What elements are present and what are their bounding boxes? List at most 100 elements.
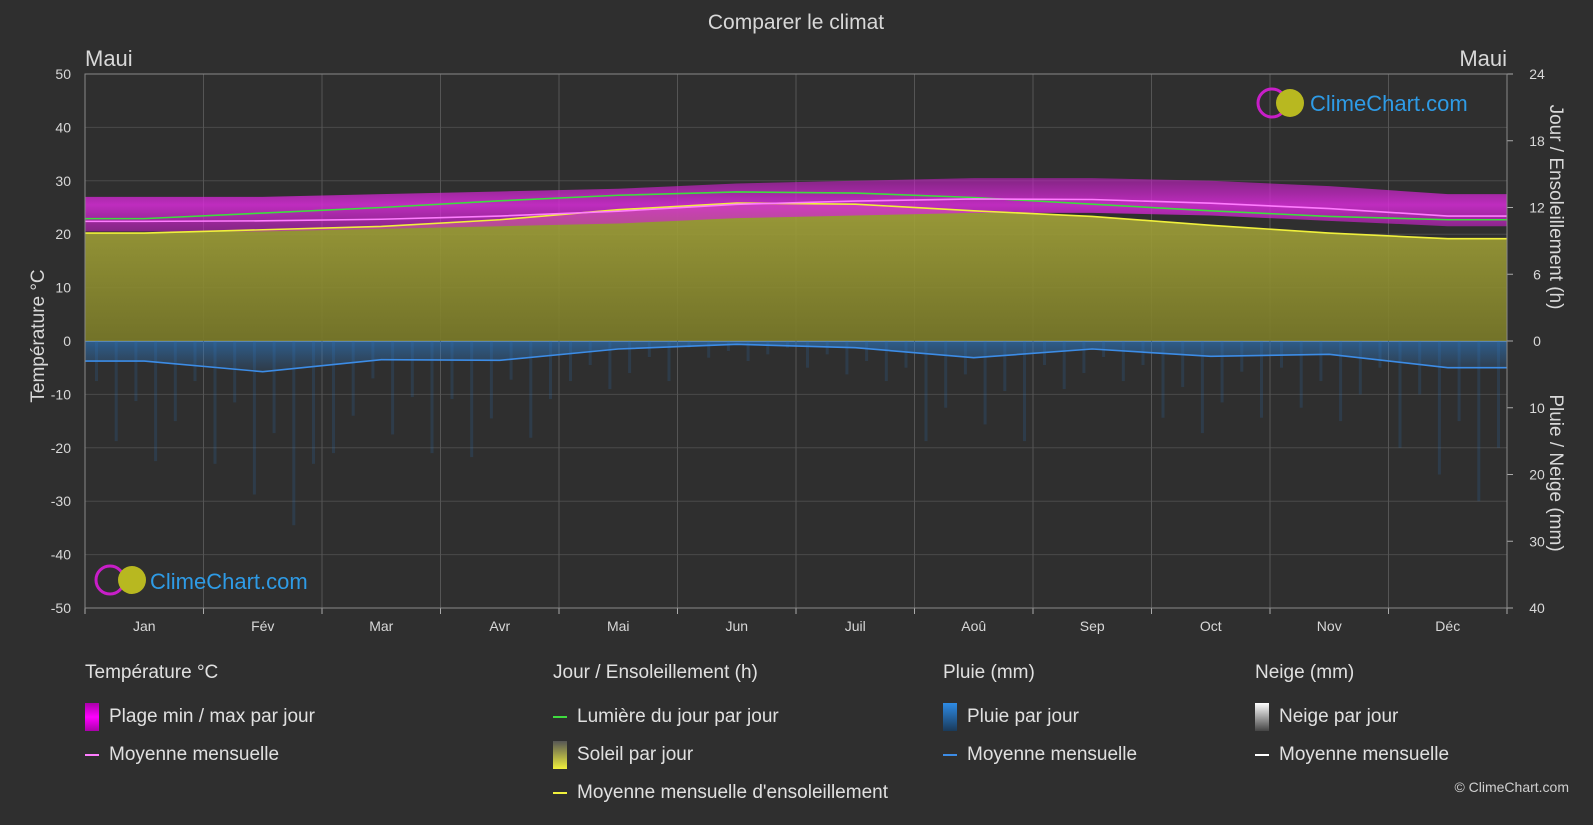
- plot-frame: [84, 73, 1508, 609]
- y-axis-right-bottom-label: Pluie / Neige (mm): [1545, 394, 1566, 551]
- rain-daily-bar: [746, 341, 750, 362]
- rain-daily-bar: [173, 341, 177, 422]
- rain-swatch: [943, 703, 957, 731]
- axes: 50 40 30 20 10 0 -10 -20 -30 -40 -50 24 18 12 6 0 10 20 30…: [51, 66, 1545, 634]
- x-tick-label: Sep: [1080, 618, 1105, 634]
- rain-daily-bar: [845, 341, 849, 375]
- watermark-top: ClimeChart.com: [1256, 87, 1468, 119]
- rain-daily-bar: [1200, 341, 1204, 434]
- x-tick-label: Jan: [133, 618, 156, 634]
- rain-daily-bar: [766, 341, 770, 355]
- watermark-text-bottom: ClimeChart.com: [150, 569, 308, 594]
- rain-daily-bar: [726, 341, 730, 352]
- rain-daily-bar: [1418, 341, 1422, 395]
- rain-daily-bar: [1457, 341, 1461, 422]
- y-right-top-tick-label: 0: [1533, 333, 1541, 349]
- legend-label: Neige par jour: [1279, 706, 1399, 727]
- legend-label: Moyenne mensuelle: [109, 744, 280, 765]
- y-left-tick-label: -50: [51, 600, 71, 616]
- legend-item: Moyenne mensuelle: [943, 736, 1137, 774]
- legend-item: Neige par jour: [1255, 698, 1449, 736]
- rain-daily-bar: [1121, 341, 1125, 382]
- rain-daily-bar: [1141, 341, 1145, 366]
- x-tick-label: Fév: [251, 618, 274, 634]
- rain-daily-bar: [647, 341, 651, 358]
- rain-daily-bar: [924, 341, 928, 442]
- legend-label: Moyenne mensuelle: [1279, 744, 1450, 765]
- rain-daily-bar: [272, 341, 276, 434]
- rain-mean-line: [85, 343, 1507, 373]
- rain-daily-bar: [1280, 341, 1283, 368]
- legend-item: Plage min / max par jour: [85, 698, 315, 736]
- y-right-top-tick-label: 6: [1533, 266, 1541, 282]
- location-left: Maui: [85, 46, 133, 71]
- y-left-tick-label: -10: [51, 386, 71, 402]
- rain-daily-bar: [1437, 341, 1441, 475]
- legend-label: Moyenne mensuelle d'ensoleillement: [577, 782, 888, 803]
- rain-daily-bar: [1181, 341, 1185, 388]
- chart-title: Comparer le climat: [708, 11, 884, 34]
- logo-sun-icon: [118, 566, 146, 594]
- x-tick-label: Juil: [845, 618, 866, 634]
- sunshine-area: [85, 203, 1507, 341]
- x-tick-label: Jun: [725, 618, 748, 634]
- rain-daily-bar: [1497, 341, 1500, 448]
- y-right-top-tick-label: 18: [1529, 133, 1545, 149]
- legend-label: Moyenne mensuelle: [967, 744, 1138, 765]
- legend: Température °C Plage min / max par jour …: [0, 660, 1593, 825]
- rain-daily-bar: [1023, 341, 1026, 442]
- rain-daily-bar: [134, 341, 138, 402]
- watermark-text-top: ClimeChart.com: [1310, 91, 1468, 116]
- legend-title-sun: Jour / Ensoleillement (h): [553, 662, 758, 683]
- y-right-top-tick-label: 24: [1529, 66, 1545, 82]
- legend-label: Lumière du jour par jour: [577, 706, 779, 727]
- rain-daily-bar: [391, 341, 395, 435]
- legend-label: Plage min / max par jour: [109, 706, 315, 727]
- rain-daily-bar: [569, 341, 572, 382]
- rain-daily-bar: [1082, 341, 1086, 374]
- sunshine-layer: [85, 203, 1507, 341]
- series-lines: [85, 191, 1507, 373]
- legend-item: Moyenne mensuelle: [85, 736, 315, 774]
- rain-area: [85, 341, 1507, 372]
- legend-rain: Pluie (mm) Pluie par jour Moyenne mensue…: [943, 660, 1137, 774]
- rain-daily-bar: [332, 341, 335, 454]
- rain-daily-bar: [193, 341, 197, 382]
- rain-daily-bar: [1220, 341, 1224, 403]
- legend-item: Pluie par jour: [943, 698, 1137, 736]
- rain-daily-bar: [1339, 341, 1343, 422]
- legend-temperature: Température °C Plage min / max par jour …: [85, 660, 315, 774]
- rain-daily-bar: [983, 341, 987, 425]
- y-left-tick-label: -30: [51, 493, 71, 509]
- y-axis-right-top-label: Jour / Ensoleillement (h): [1545, 105, 1566, 310]
- rain-daily-bar: [410, 341, 414, 398]
- rain-daily-bar: [252, 341, 256, 495]
- sunshine-mean-line: [553, 792, 567, 794]
- x-tick-label: Mar: [369, 618, 393, 634]
- rain-daily-bar: [430, 341, 434, 454]
- rain-daily-bar: [884, 341, 888, 382]
- rain-daily-bar: [509, 341, 513, 380]
- x-tick-label: Aoû: [961, 618, 986, 634]
- rain-daily-bar: [371, 341, 375, 379]
- rain-daily-bar: [628, 341, 632, 374]
- legend-item: Moyenne mensuelle: [1255, 736, 1449, 774]
- rain-daily-bar: [489, 341, 493, 419]
- legend-title-temperature: Température °C: [85, 662, 219, 683]
- daylight-line: [553, 716, 567, 718]
- rain-daily-bar: [1062, 341, 1066, 390]
- y-left-tick-label: -20: [51, 440, 71, 456]
- sunshine-swatch: [553, 741, 567, 769]
- rain-daily-bar: [667, 341, 671, 382]
- rain-daily-bar: [1260, 341, 1263, 418]
- y-right-bottom-tick-label: 40: [1529, 600, 1545, 616]
- watermark-bottom: ClimeChart.com: [94, 564, 308, 596]
- rain-daily-bar: [1477, 341, 1481, 502]
- y-left-tick-label: 20: [55, 226, 71, 242]
- temperature-mean-line: [85, 198, 1507, 223]
- sunshine-mean-line: [85, 202, 1507, 240]
- rain-daily-bar: [1378, 341, 1382, 368]
- temp-mean-line: [85, 754, 99, 756]
- x-tick-label: Déc: [1435, 618, 1460, 634]
- x-tick-label: Nov: [1317, 618, 1342, 634]
